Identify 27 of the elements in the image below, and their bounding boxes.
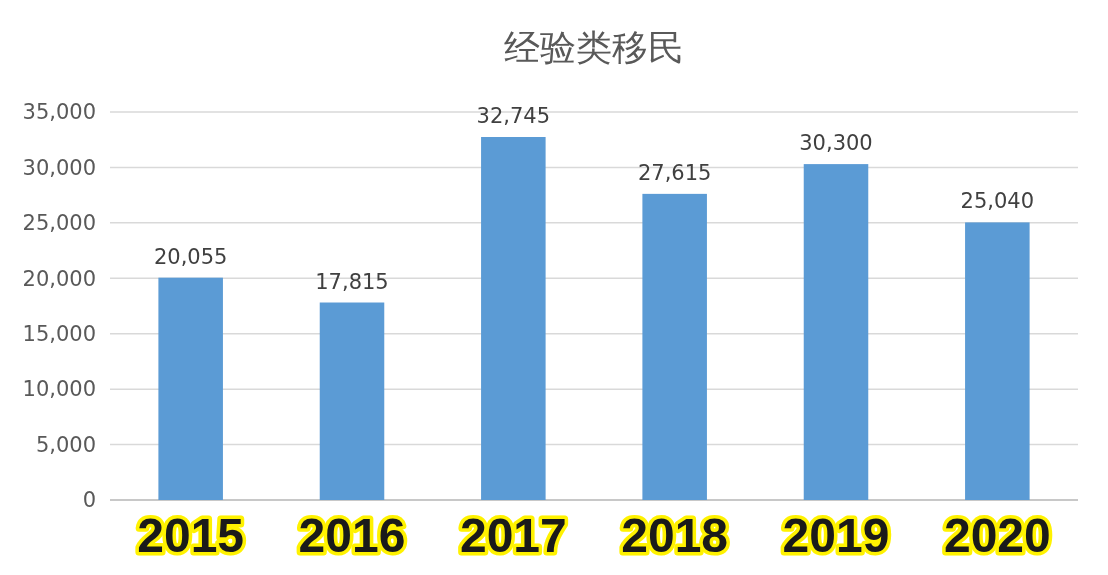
data-label: 25,040	[960, 189, 1035, 214]
y-tick-label: 25,000	[22, 211, 96, 236]
x-tick-label: 2020	[943, 509, 1051, 562]
x-tick-label: 2017	[459, 509, 567, 562]
y-tick-label: 30,000	[22, 155, 96, 180]
y-tick-label: 35,000	[22, 100, 96, 125]
y-tick-label: 0	[82, 488, 96, 513]
x-tick-label: 2016	[298, 509, 406, 562]
data-label: 32,745	[476, 104, 551, 128]
x-tick-label: 2015	[137, 509, 245, 562]
data-label: 20,055	[153, 244, 228, 269]
y-tick-label: 10,000	[22, 377, 96, 402]
y-tick-label: 5,000	[35, 432, 96, 457]
y-tick-label: 20,000	[22, 266, 96, 291]
x-tick-label: 2018	[621, 509, 729, 562]
bar	[642, 193, 707, 500]
bar	[803, 164, 869, 500]
bar	[319, 302, 385, 500]
bar	[158, 277, 223, 500]
data-label: 30,300	[799, 131, 873, 156]
bar	[965, 222, 1030, 500]
x-tick-label: 2019	[782, 509, 890, 562]
y-tick-label: 15,000	[22, 322, 96, 347]
bar	[481, 137, 546, 500]
data-label: 27,615	[637, 160, 712, 185]
data-label: 17,815	[315, 269, 389, 294]
chart-title: 经验类移民	[504, 27, 684, 68]
